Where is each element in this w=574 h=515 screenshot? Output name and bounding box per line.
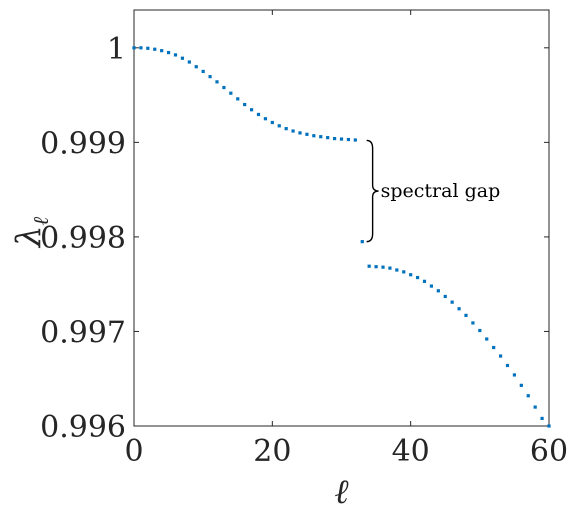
data-point xyxy=(533,405,537,409)
data-point xyxy=(270,120,274,125)
spectral-gap-annotation: spectral gap xyxy=(366,139,501,243)
y-axis-label-main: λ xyxy=(9,226,49,250)
data-point xyxy=(284,127,288,131)
data-point xyxy=(146,46,150,50)
data-point xyxy=(194,65,198,69)
data-point xyxy=(457,307,461,311)
data-point xyxy=(409,273,413,277)
data-point xyxy=(353,138,357,142)
data-point xyxy=(187,60,191,64)
data-point xyxy=(201,69,205,74)
annotation-label: spectral gap xyxy=(381,180,501,202)
data-point xyxy=(173,53,178,57)
data-point xyxy=(478,328,482,333)
x-tick-label: 20 xyxy=(253,434,291,469)
data-point xyxy=(319,135,323,139)
x-tick-label: 0 xyxy=(124,434,143,469)
data-point xyxy=(436,289,440,293)
data-point xyxy=(498,354,503,358)
data-point xyxy=(443,294,447,299)
data-point xyxy=(305,132,309,136)
data-point xyxy=(540,416,544,421)
data-point xyxy=(339,137,344,141)
y-tick-label: 0.997 xyxy=(40,315,126,350)
data-point xyxy=(388,266,392,270)
data-point xyxy=(415,275,420,280)
data-point xyxy=(381,265,385,269)
x-axis-label: ℓ xyxy=(334,472,348,512)
data-point xyxy=(332,136,337,141)
y-axis-label-text: λℓ xyxy=(9,217,53,250)
data-point xyxy=(471,321,475,325)
data-point xyxy=(519,383,523,387)
y-tick-label: 1 xyxy=(107,32,126,67)
brace xyxy=(366,139,379,243)
data-point xyxy=(464,313,468,317)
data-point xyxy=(291,129,295,133)
data-point xyxy=(298,131,302,135)
data-point xyxy=(263,117,268,121)
data-point xyxy=(422,279,427,283)
data-point xyxy=(367,264,371,268)
data-point xyxy=(249,108,254,112)
data-point xyxy=(395,268,399,272)
data-point xyxy=(492,345,496,350)
data-point xyxy=(166,50,171,55)
data-point xyxy=(139,46,143,50)
data-point xyxy=(229,91,233,95)
plot-area xyxy=(133,9,550,427)
data-point xyxy=(160,49,164,53)
data-point xyxy=(360,240,364,244)
data-point xyxy=(243,102,247,107)
data-point xyxy=(132,46,136,50)
y-tick-label: 0.998 xyxy=(40,221,126,256)
data-points xyxy=(132,46,551,428)
data-point xyxy=(402,270,406,274)
x-tick-label: 60 xyxy=(530,434,568,469)
data-point xyxy=(429,284,434,288)
data-point xyxy=(512,373,517,377)
data-point xyxy=(215,80,219,84)
data-point xyxy=(277,124,281,128)
data-point xyxy=(222,85,226,90)
data-point xyxy=(450,300,454,304)
data-point xyxy=(153,47,157,51)
data-point xyxy=(547,424,551,428)
data-point xyxy=(526,394,530,398)
data-point xyxy=(346,137,351,142)
y-tick-label: 0.999 xyxy=(40,126,126,161)
y-axis-label: λℓ xyxy=(9,217,53,250)
x-tick-label: 40 xyxy=(392,434,430,469)
y-tick-label: 0.996 xyxy=(40,410,126,445)
data-point xyxy=(374,265,378,269)
y-axis-label-sub: ℓ xyxy=(29,217,53,226)
data-point xyxy=(312,134,316,138)
data-point xyxy=(208,75,212,79)
data-point xyxy=(256,112,261,117)
data-point xyxy=(485,337,489,341)
data-point xyxy=(180,56,185,60)
data-point xyxy=(505,363,510,368)
axis-ticks: 0 20 40 60 0.996 0.997 0.998 0.999 1 xyxy=(40,10,568,469)
data-point xyxy=(236,97,240,101)
data-point xyxy=(326,136,330,140)
